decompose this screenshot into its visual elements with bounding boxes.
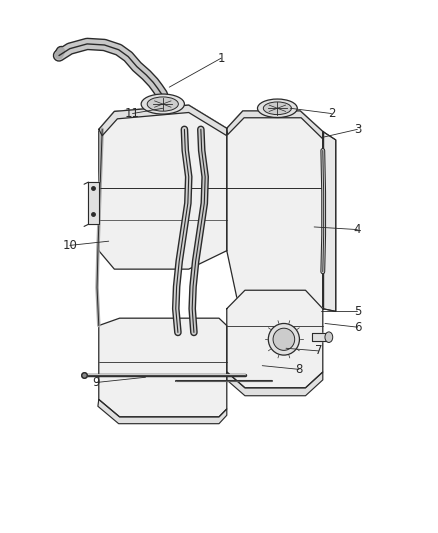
Polygon shape — [99, 318, 227, 417]
Polygon shape — [227, 290, 323, 388]
Polygon shape — [88, 182, 99, 224]
Text: 10: 10 — [62, 239, 77, 252]
Text: 2: 2 — [328, 107, 335, 120]
Ellipse shape — [141, 94, 184, 114]
Ellipse shape — [258, 99, 297, 117]
Ellipse shape — [263, 102, 291, 115]
Text: 8: 8 — [295, 363, 303, 376]
Polygon shape — [98, 399, 227, 424]
Polygon shape — [99, 105, 227, 269]
Polygon shape — [227, 111, 323, 326]
Ellipse shape — [147, 97, 178, 111]
Polygon shape — [99, 105, 227, 136]
Text: 1: 1 — [217, 52, 225, 64]
Ellipse shape — [273, 328, 295, 350]
Text: 9: 9 — [92, 376, 99, 389]
Text: 4: 4 — [353, 223, 361, 236]
Polygon shape — [227, 111, 323, 139]
Text: 7: 7 — [315, 344, 322, 358]
Text: 11: 11 — [125, 107, 140, 120]
Ellipse shape — [325, 332, 333, 342]
Text: 3: 3 — [354, 123, 361, 136]
Text: 6: 6 — [353, 321, 361, 334]
Text: 5: 5 — [354, 305, 361, 318]
Ellipse shape — [268, 324, 300, 355]
Polygon shape — [312, 334, 328, 342]
Polygon shape — [227, 372, 323, 395]
Polygon shape — [323, 132, 336, 311]
